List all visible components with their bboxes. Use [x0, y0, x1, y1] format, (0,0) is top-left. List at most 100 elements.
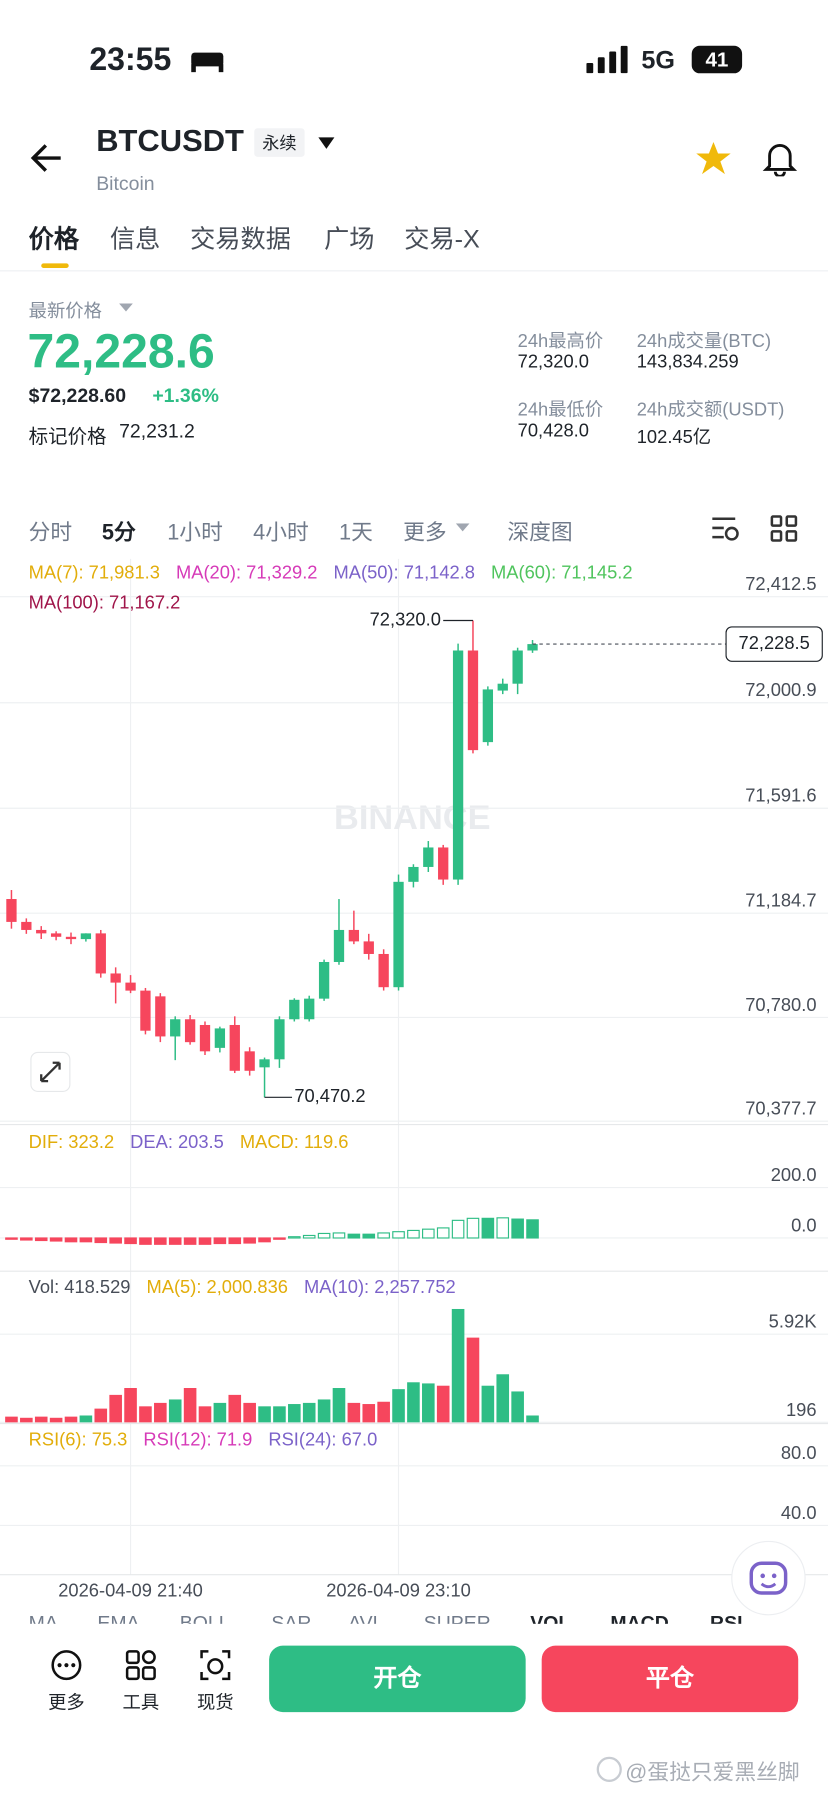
symbol[interactable]: BTCUSDT: [96, 123, 244, 159]
macd-bar: [139, 1237, 152, 1245]
tab[interactable]: 交易-X: [404, 224, 480, 254]
candle-body: [244, 1051, 255, 1071]
indicator-tab[interactable]: RSI: [710, 1612, 743, 1624]
macd-bar: [422, 1228, 435, 1239]
candle-body: [438, 847, 449, 880]
indicator-tab[interactable]: MA: [28, 1612, 58, 1624]
tab[interactable]: 价格: [28, 224, 80, 254]
candle-body: [289, 999, 300, 1020]
last-price: 72,228.6: [27, 324, 215, 378]
indicator-tab[interactable]: EMA: [97, 1612, 140, 1624]
tab[interactable]: 信息: [109, 224, 161, 254]
volume-bar: [392, 1389, 405, 1423]
spot-icon[interactable]: [199, 1649, 231, 1681]
y-tick-label: 0.0: [791, 1214, 816, 1235]
triangle: [455, 523, 470, 532]
stat-label: 24h最高价: [517, 332, 604, 352]
candle-body: [21, 921, 32, 930]
stat-label: 24h成交额(USDT): [636, 400, 785, 421]
interval-tab[interactable]: 1天: [338, 521, 373, 546]
tab[interactable]: 交易数据: [190, 224, 291, 254]
macd-bar: [20, 1237, 33, 1241]
macd-bar: [288, 1236, 301, 1239]
candle-body: [80, 933, 92, 940]
stat-value: 72,320.0: [517, 352, 589, 373]
interval-tab[interactable]: 更多: [403, 521, 447, 546]
indicator-label: RSI(12): 71.9: [143, 1429, 252, 1450]
y-tick-label: 200.0: [771, 1164, 817, 1185]
stat-value: 70,428.0: [517, 421, 589, 441]
indicator-tab[interactable]: BOLL: [179, 1612, 230, 1624]
volume-bar: [183, 1388, 197, 1423]
toolbar-label[interactable]: 工具: [122, 1693, 160, 1714]
more-dropdown[interactable]: [455, 523, 470, 532]
indicator-label: MA(20): 71,329.2: [176, 562, 317, 583]
open-button[interactable]: 开仓: [269, 1645, 526, 1713]
volume-bar: [288, 1404, 301, 1423]
x-tick-label: 2026-04-09 21:40: [58, 1580, 203, 1601]
y-tick-label: 40.0: [781, 1502, 817, 1523]
volume-bar: [407, 1382, 420, 1423]
divider: [0, 270, 828, 272]
price-dropdown[interactable]: [119, 303, 133, 312]
volume-bar: [228, 1394, 242, 1423]
close-button[interactable]: 平仓: [541, 1645, 799, 1713]
usd-price: $72,228.60: [28, 384, 127, 407]
toolbar-label[interactable]: 更多: [48, 1693, 85, 1714]
tools-icon[interactable]: [125, 1649, 157, 1681]
interval-tab[interactable]: 分时: [28, 521, 73, 546]
interval-tab[interactable]: 4小时: [253, 521, 309, 546]
interval-tab[interactable]: 1小时: [167, 521, 223, 546]
interval-tab[interactable]: 5分: [101, 521, 136, 546]
toolbar-label[interactable]: 现货: [196, 1693, 234, 1714]
indicator-tab[interactable]: SUPER: [423, 1612, 491, 1624]
macd-bar: [273, 1237, 286, 1240]
macd-bar: [332, 1232, 346, 1239]
alert-bell[interactable]: [762, 140, 799, 177]
favorite-star[interactable]: [695, 140, 732, 177]
candle-body: [95, 933, 106, 974]
indicator-label: RSI(24): 67.0: [268, 1429, 377, 1450]
candle-body: [214, 1028, 226, 1048]
indicator-label: RSI(6): 75.3: [29, 1429, 128, 1450]
indicator-tab[interactable]: MACD: [610, 1612, 669, 1624]
candle-body: [274, 1019, 285, 1060]
dropdown-icon[interactable]: [317, 136, 335, 150]
candle-body: [170, 1019, 181, 1037]
more-icon[interactable]: [50, 1649, 82, 1681]
candle-body: [140, 990, 151, 1031]
candle-body: [6, 899, 17, 922]
layout-icon[interactable]: [770, 514, 800, 544]
interval-tab[interactable]: 深度图: [507, 521, 573, 546]
y-tick-label: 70,377.7: [745, 1098, 816, 1119]
ai-assistant-button[interactable]: [728, 1538, 808, 1618]
tab-indicator: [41, 263, 69, 268]
macd-bar: [154, 1237, 167, 1245]
indicator-tab[interactable]: AVL: [348, 1612, 384, 1624]
watermark: @蛋挞只爱黑丝脚: [625, 1761, 800, 1786]
volume-bar: [94, 1408, 108, 1423]
sleep-icon: [191, 52, 224, 73]
candle-body: [318, 961, 330, 999]
tab[interactable]: 广场: [324, 224, 375, 254]
back-button[interactable]: [30, 142, 64, 174]
settings-icon[interactable]: [710, 514, 742, 544]
volume-bar: [347, 1402, 361, 1423]
stat-value: 102.45亿: [636, 428, 712, 448]
price-change: +1.36%: [152, 384, 219, 407]
volume-bar: [20, 1417, 33, 1423]
macd-bar: [511, 1218, 524, 1239]
expand-button[interactable]: [30, 1051, 71, 1092]
volume-bar: [34, 1416, 48, 1423]
macd-bar: [213, 1237, 227, 1245]
indicator-label: MA(7): 71,981.3: [29, 562, 160, 583]
price-label: 最新价格: [28, 302, 102, 322]
macd-bar: [451, 1219, 465, 1239]
indicator-tab[interactable]: SAR: [271, 1612, 312, 1624]
candle-body: [259, 1059, 270, 1068]
indicator-tabs: MA EMA BOLL SAR AVL SUPER VOL MACD RSI: [0, 1608, 828, 1624]
indicator-tab[interactable]: VOL: [530, 1612, 571, 1624]
volume-bar: [168, 1399, 182, 1423]
volume-bar: [79, 1415, 93, 1423]
volume-bar: [332, 1388, 346, 1423]
